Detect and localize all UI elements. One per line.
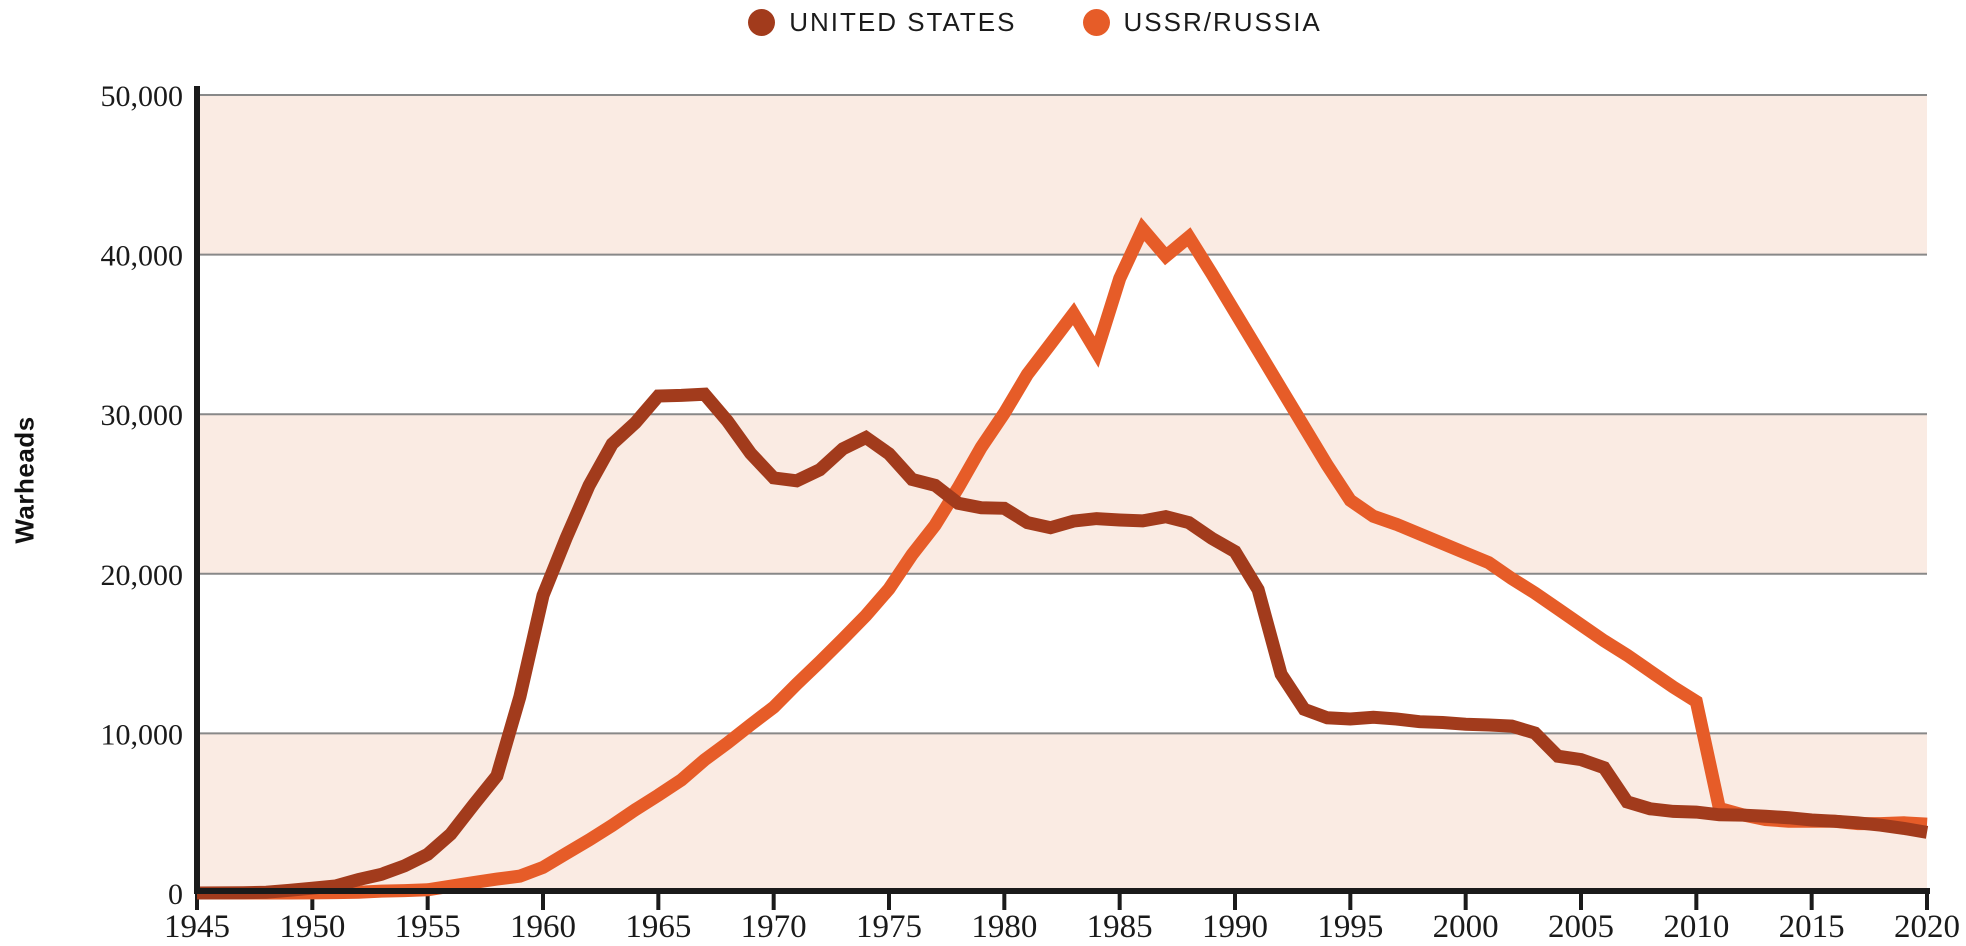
x-tick-mark [1694,891,1699,910]
y-tick-label: 20,000 [101,559,184,592]
y-axis-line [194,86,200,893]
x-tick-mark [1579,891,1583,910]
x-axis-line [194,888,1930,894]
x-tick-mark [887,891,891,910]
x-tick-mark [310,891,315,910]
x-tick-label: 1965 [625,909,691,945]
x-tick-mark [1348,891,1353,910]
y-tick-label: 0 [168,878,183,911]
x-tick-mark [195,891,199,910]
x-tick-label: 1945 [164,909,230,945]
ussr-russia-swatch-icon [1082,9,1110,36]
x-tick-label: 1950 [279,909,345,945]
legend-item-united-states: UNITED STATES [748,7,1016,38]
x-tick-mark [541,891,545,910]
x-tick-label: 1955 [395,909,461,945]
x-tick-label: 2000 [1433,909,1499,945]
x-tick-label: 1990 [1202,909,1268,945]
x-tick-label: 1980 [971,909,1037,945]
y-tick-label: 40,000 [101,240,184,273]
x-tick-mark [1117,891,1122,910]
x-tick-mark [1002,891,1007,910]
x-tick-label: 2005 [1548,909,1614,945]
x-tick-mark [1233,891,1237,910]
x-tick-mark [1463,891,1468,910]
plot-band [197,733,1927,893]
x-tick-mark [1809,891,1814,910]
x-tick-label: 2010 [1663,909,1729,945]
x-tick-mark [425,891,430,910]
plot-band [197,95,1927,255]
united-states-swatch-icon [748,9,776,36]
x-tick-mark [656,891,661,910]
y-tick-label: 10,000 [101,718,184,751]
x-tick-mark [1925,891,1929,910]
chart-legend: UNITED STATES USSR/RUSSIA [0,7,1966,38]
x-tick-label: 2020 [1894,909,1960,945]
y-tick-label: 30,000 [101,399,184,432]
x-tick-label: 2015 [1779,909,1845,945]
legend-item-ussr-russia: USSR/RUSSIA [1082,7,1322,38]
x-tick-label: 1960 [510,909,576,945]
series-line-united-states [196,387,1929,900]
x-tick-label: 1970 [741,909,807,945]
x-tick-label: 1975 [856,909,922,945]
x-tick-label: 1985 [1087,909,1153,945]
series-line-ussr-russia [197,217,1928,900]
legend-label-ussr-russia: USSR/RUSSIA [1123,7,1322,37]
y-tick-label: 50,000 [101,80,184,113]
legend-label-united-states: UNITED STATES [789,7,1017,37]
x-tick-label: 1995 [1317,909,1383,945]
x-tick-mark [771,891,776,910]
plot-band [197,414,1927,574]
